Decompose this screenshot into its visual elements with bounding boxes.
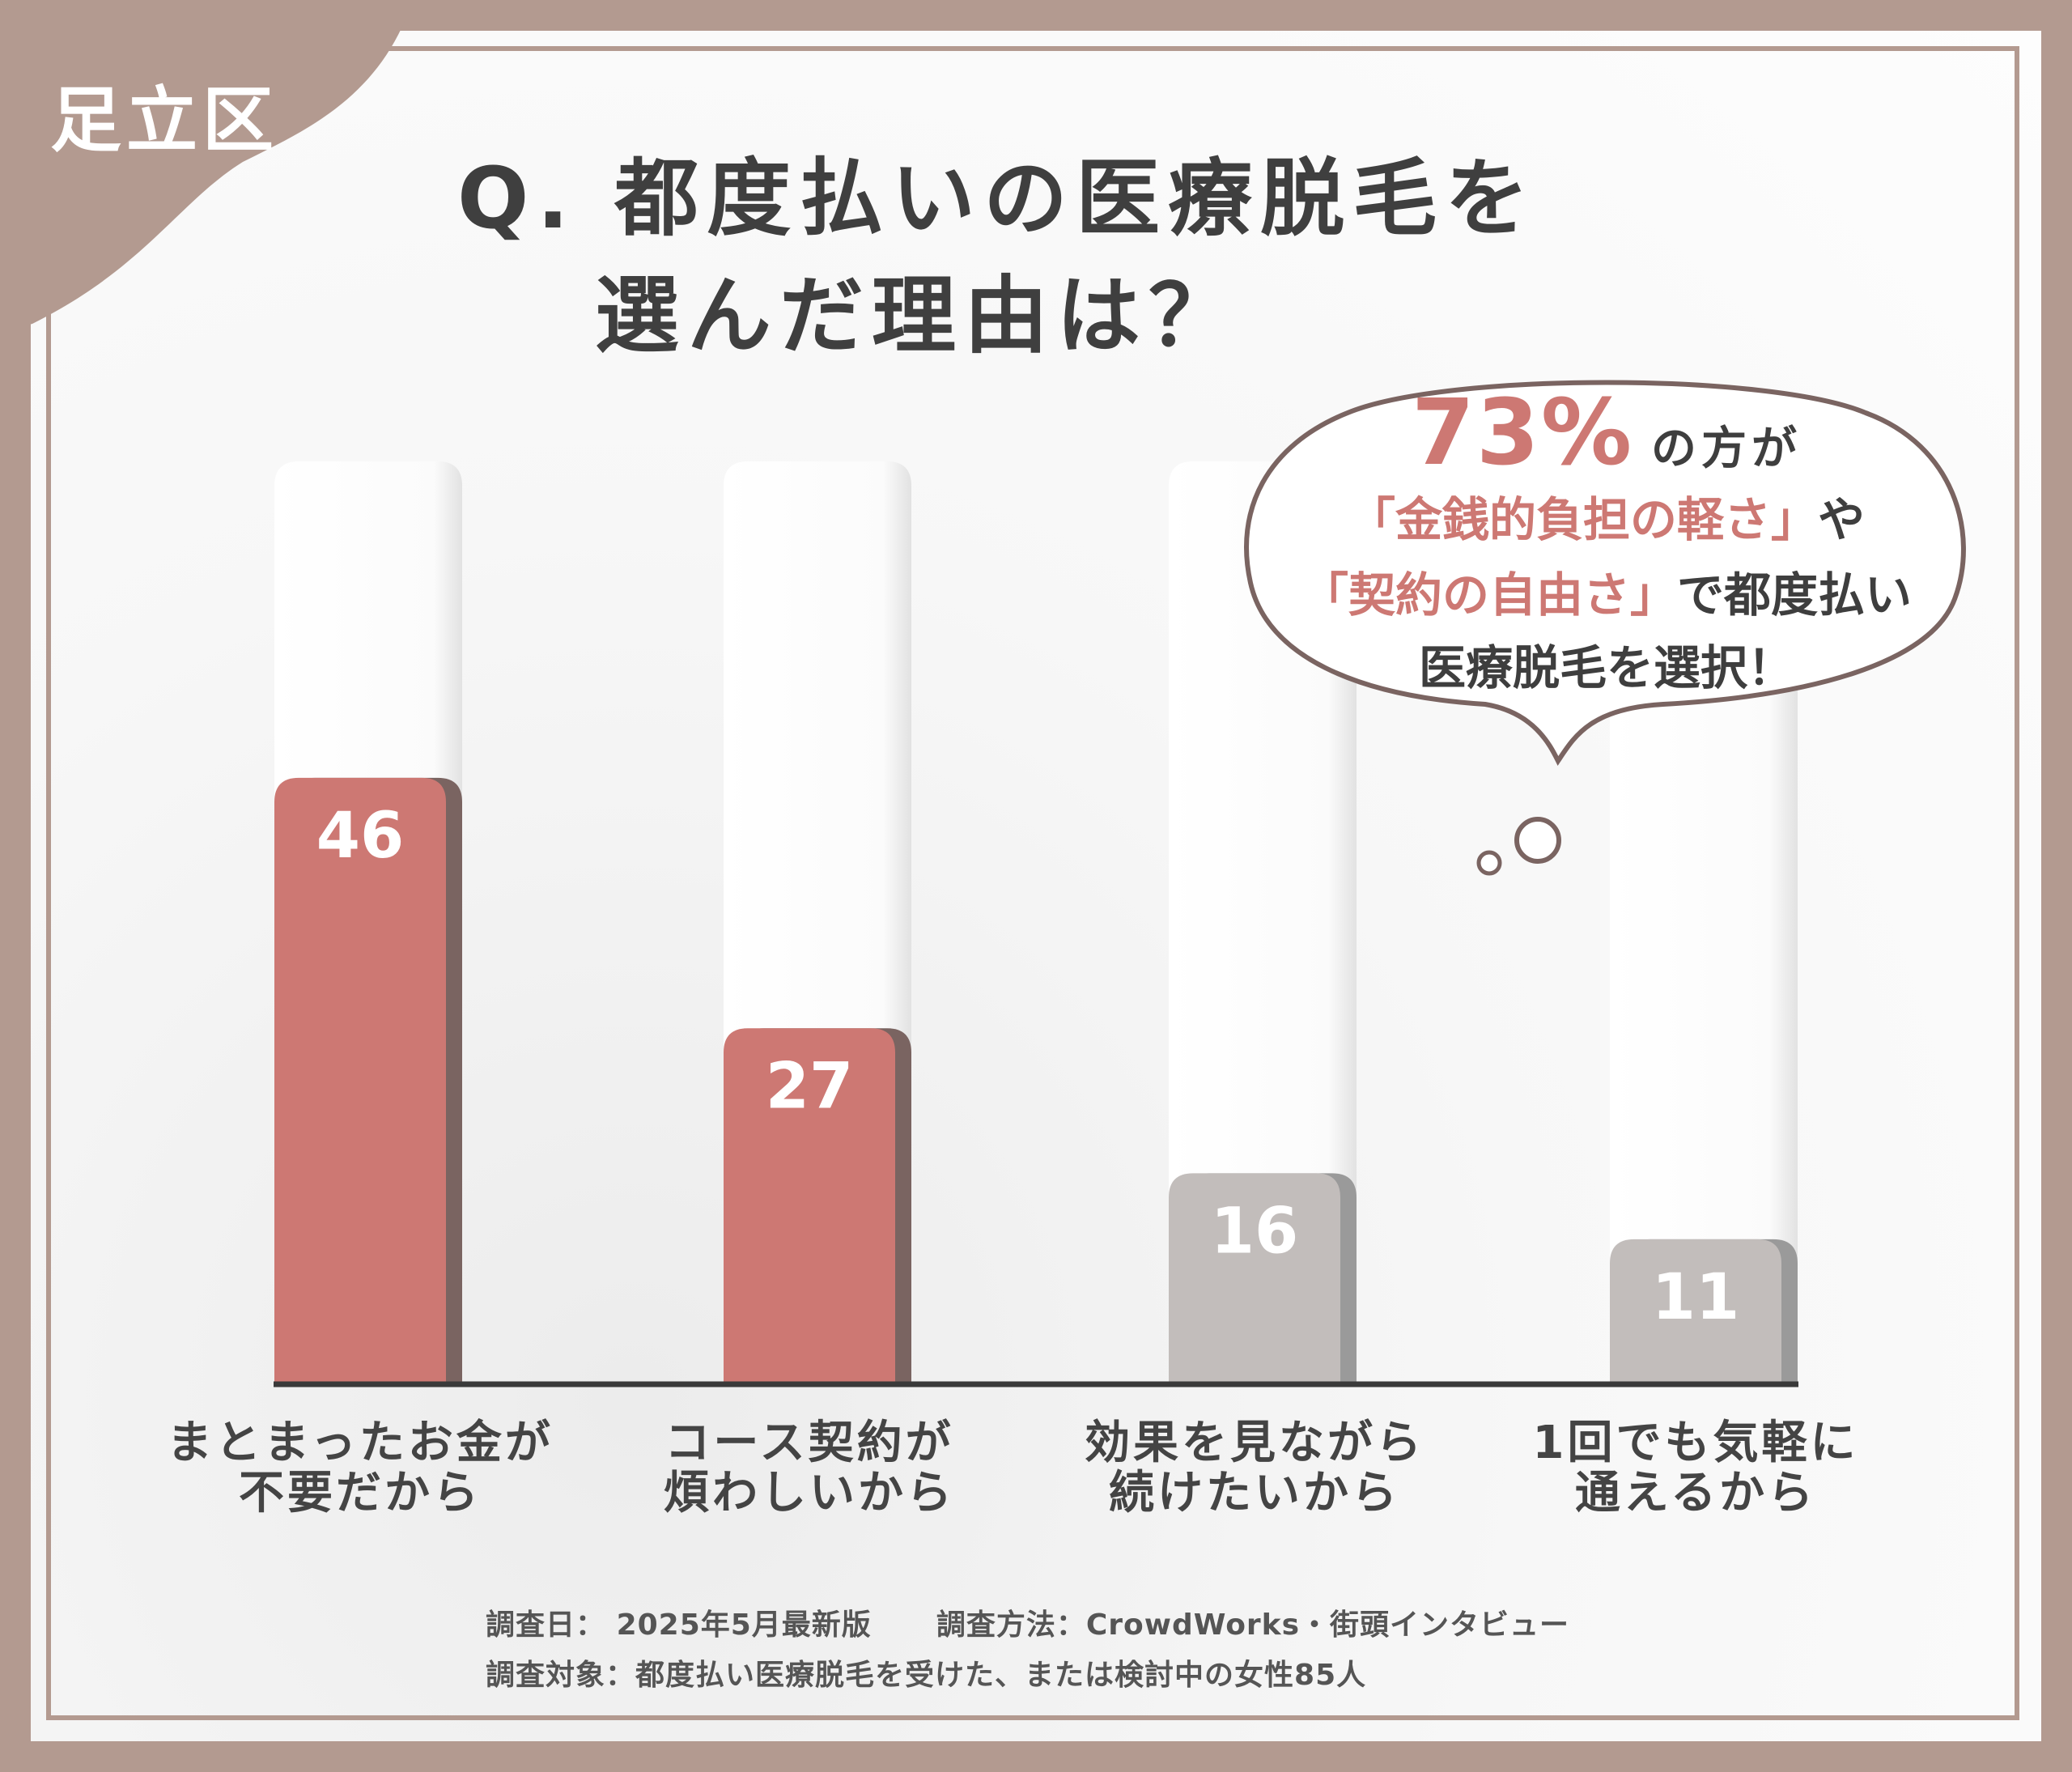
footer-date-label: 調査日： (486, 1608, 606, 1642)
category-label-3-line-2: 続けたいから (1109, 1467, 1400, 1519)
category-label-3-line-1: 効果を見ながら (1085, 1417, 1424, 1469)
category-label-1: まとまったお金が 不要だから (134, 1418, 587, 1519)
callout-highlight-freedom: 「契約の自由さ」 (1301, 567, 1677, 623)
callout-line2-tail: や (1818, 492, 1866, 547)
bar-track-3 (1169, 461, 1357, 1384)
footer-target-label: 調査対象： (486, 1659, 636, 1692)
callout-line3: 「契約の自由さ」で都度払い (1242, 557, 1971, 625)
bar-3 (1169, 1173, 1340, 1384)
speech-bubble (1244, 380, 1966, 766)
footer-date-value: 2025年5月最新版 (616, 1608, 872, 1642)
category-label-2-line-1: コース契約が (664, 1417, 954, 1469)
callout-highlight-cost: 「金銭的負担の軽さ」 (1348, 492, 1818, 547)
region-label: 足立区 (50, 79, 279, 162)
category-label-1-line-2: 不要だから (239, 1467, 482, 1519)
footer-method-label: 調査方法： (936, 1608, 1086, 1642)
category-label-4: 1回でも気軽に 通えるから (1469, 1418, 1922, 1519)
callout-percent: 73% (1411, 380, 1634, 486)
callout-after-percent: の方が (1651, 423, 1802, 475)
category-label-4-line-2: 通えるから (1574, 1467, 1817, 1519)
footer-line1: 調査日： 2025年5月最新版 調査方法：CrowdWorks・街頭インタビュー (486, 1601, 1569, 1643)
inner-frame (46, 46, 2019, 1720)
callout-line2: 「金銭的負担の軽さ」や (1242, 482, 1971, 550)
callout-line3-tail: で都度払い (1677, 567, 1913, 623)
category-label-2: コース契約が 煩わしいから (583, 1418, 1036, 1519)
category-label-3: 効果を見ながら 続けたいから (1028, 1418, 1481, 1519)
bar-4 (1610, 1239, 1781, 1384)
footer-target-value: 都度払い医療脱毛を受けた、または検討中の女性85人 (635, 1659, 1367, 1692)
category-label-2-line-2: 煩わしいから (664, 1467, 955, 1519)
question-title-line1: Q. 都度払いの医療脱毛を (457, 149, 1538, 248)
footer-line2: 調査対象：都度払い医療脱毛を受けた、または検討中の女性85人 (486, 1651, 1366, 1693)
question-title-line2: 選んだ理由は？ (595, 266, 1242, 365)
bar-value-label-1: 46 (316, 800, 405, 873)
footer-method-value: CrowdWorks・街頭インタビュー (1085, 1608, 1570, 1642)
category-label-1-line-1: まとまったお金が (167, 1417, 554, 1469)
corner-tab (0, 0, 413, 332)
bar-value-label-3: 16 (1211, 1195, 1299, 1268)
bar-2 (724, 1028, 895, 1384)
callout-line1: 73% の方が (1242, 380, 1971, 486)
callout-line4: 医療脱毛を選択！ (1418, 640, 1794, 695)
bar-1 (274, 777, 446, 1384)
category-label-4-line-1: 1回でも気軽に (1532, 1417, 1859, 1469)
bar-value-label-2: 27 (766, 1050, 854, 1123)
bar-value-label-4: 11 (1652, 1261, 1740, 1334)
thought-dots (1476, 817, 1561, 876)
